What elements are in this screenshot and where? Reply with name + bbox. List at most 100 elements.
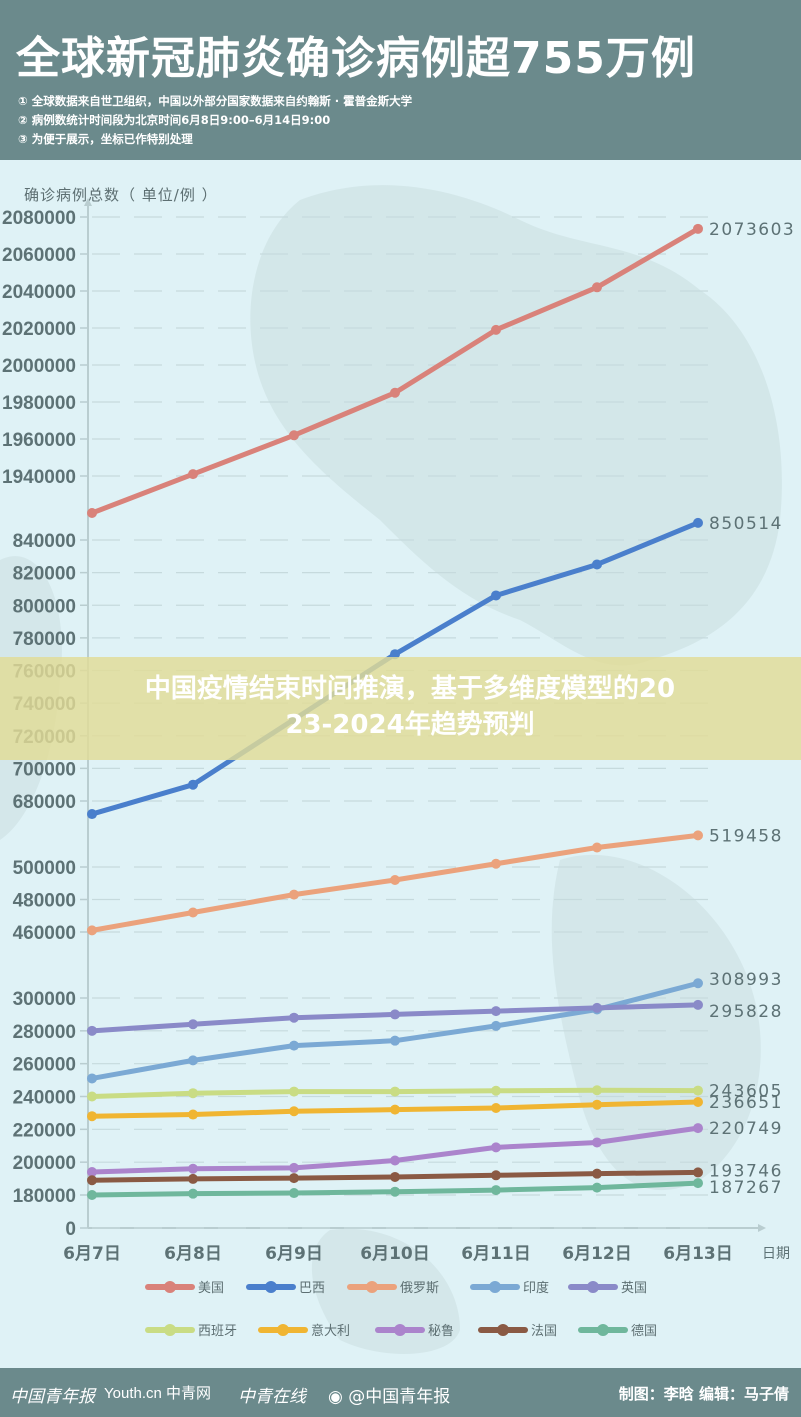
legend-swatch-icon [470, 1280, 520, 1293]
series-line [87, 223, 703, 518]
y-tick-label: 460000 [13, 923, 76, 944]
y-tick-label: 800000 [13, 596, 76, 617]
series-line [87, 1123, 703, 1178]
legend-label: 西班牙 [198, 1324, 238, 1339]
series-end-label: 220749 [709, 1119, 783, 1139]
weibo-icon: ◉ [328, 1387, 349, 1407]
y-tick-label: 480000 [13, 891, 76, 912]
legend-item[interactable]: 秘鲁 [375, 1320, 454, 1339]
legend-swatch-icon [258, 1323, 308, 1336]
legend-item[interactable]: 德国 [578, 1320, 657, 1339]
legend-swatch-icon [568, 1280, 618, 1293]
x-tick-label: 6月13日 [663, 1244, 733, 1264]
legend-label: 意大利 [311, 1324, 351, 1339]
weibo-text: @中国青年报 [348, 1387, 451, 1407]
series-end-label: 2073603 [709, 220, 795, 240]
legend-swatch-icon [347, 1280, 397, 1293]
logo-cyol: 中国青年报 [10, 1387, 95, 1407]
series-line [87, 1096, 703, 1122]
y-tick-label: 780000 [13, 629, 76, 650]
legend-swatch-icon [375, 1323, 425, 1336]
y-tick-label: 820000 [13, 564, 76, 585]
y-tick-label: 840000 [13, 531, 76, 552]
y-tick-label: 2060000 [2, 245, 76, 266]
y-tick-label: 2040000 [2, 282, 76, 303]
y-tick-label: 1980000 [2, 393, 76, 414]
credits: 制图：李晗 编辑：马子倩 [618, 1385, 789, 1403]
y-tick-label: 240000 [13, 1088, 76, 1109]
weibo-handle: ◉ @中国青年报 [328, 1382, 450, 1407]
legend-item[interactable]: 意大利 [258, 1320, 350, 1339]
series-line [87, 1167, 703, 1186]
y-tick-label: 220000 [13, 1120, 76, 1141]
x-tick-label: 6月9日 [265, 1244, 323, 1264]
series-end-label: 519458 [709, 826, 783, 846]
x-tick-label: 6月11日 [461, 1244, 531, 1264]
legend-item[interactable]: 印度 [470, 1277, 549, 1296]
x-tick-label: 6月7日 [63, 1244, 121, 1264]
note-2: ② 病例数统计时间段为北京时间6月8日9:00–6月14日9:00 [18, 113, 331, 127]
series-line [87, 1178, 703, 1200]
legend-item[interactable]: 巴西 [246, 1277, 325, 1296]
legend-swatch-icon [145, 1280, 195, 1293]
y-tick-label: 300000 [13, 989, 76, 1010]
series-end-label: 193746 [709, 1161, 783, 1181]
overlay-headline: 中国疫情结束时间推演，基于多维度模型的20 23-2024年趋势预判 [60, 671, 760, 743]
legend-label: 印度 [523, 1281, 550, 1296]
legend-label: 俄罗斯 [400, 1281, 440, 1296]
series-line [87, 999, 703, 1036]
legend-label: 德国 [631, 1324, 658, 1339]
series-end-label: 850514 [709, 514, 783, 534]
y-tick-label: 200000 [13, 1153, 76, 1174]
note-3: ③ 为便于展示，坐标已作特别处理 [18, 132, 193, 146]
x-tick-label: 6月8日 [164, 1244, 222, 1264]
legend-item[interactable]: 西班牙 [145, 1320, 237, 1339]
page-title: 全球新冠肺炎确诊病例超755万例 [16, 33, 696, 84]
notes: ① 全球数据来自世卫组织，中国以外部分国家数据来自约翰斯 · 霍普金斯大学 ② … [18, 92, 412, 149]
y-tick-label: 700000 [13, 759, 76, 780]
y-tick-label: 1940000 [2, 467, 76, 488]
logo-youth-cn: Youth.cn 中青网 [104, 1385, 211, 1402]
series-line [87, 830, 703, 936]
legend-item[interactable]: 俄罗斯 [347, 1277, 439, 1296]
legend-label: 巴西 [299, 1281, 326, 1296]
series-end-label: 243605 [709, 1082, 783, 1102]
y-tick-label: 1960000 [2, 430, 76, 451]
y-tick-label: 2080000 [2, 208, 76, 229]
y-tick-label: 500000 [13, 858, 76, 879]
legend-label: 英国 [621, 1281, 648, 1296]
overlay-line-2: 23-2024年趋势预判 [285, 710, 535, 740]
legend-swatch-icon [578, 1323, 628, 1336]
header-banner: 全球新冠肺炎确诊病例超755万例 ① 全球数据来自世卫组织，中国以外部分国家数据… [0, 0, 801, 160]
overlay-banner: 中国疫情结束时间推演，基于多维度模型的20 23-2024年趋势预判 [0, 657, 801, 760]
line-chart: 1940000196000019800002000000202000020400… [2, 198, 795, 1264]
series-line [87, 1085, 703, 1102]
series-end-label: 236651 [709, 1093, 783, 1113]
legend-label: 法国 [531, 1324, 558, 1339]
series-end-label: 295828 [709, 1002, 783, 1022]
legend-item[interactable]: 美国 [145, 1277, 224, 1296]
x-axis-title: 日期 [762, 1246, 790, 1262]
legend-item[interactable]: 英国 [568, 1277, 647, 1296]
legend-swatch-icon [246, 1280, 296, 1293]
y-axis-title: 确诊病例总数（ 单位/例 ） [24, 186, 218, 204]
logo-zhongqingzaixian: 中青在线 [238, 1387, 306, 1407]
legend-swatch-icon [478, 1323, 528, 1336]
series-end-label: 308993 [709, 970, 783, 990]
y-tick-label: 2020000 [2, 319, 76, 340]
y-tick-label: 260000 [13, 1055, 76, 1076]
x-tick-label: 6月10日 [360, 1244, 430, 1264]
y-tick-label: 2000000 [2, 356, 76, 377]
note-1: ① 全球数据来自世卫组织，中国以外部分国家数据来自约翰斯 · 霍普金斯大学 [18, 94, 413, 108]
series-end-label: 187267 [709, 1178, 783, 1198]
legend-item[interactable]: 法国 [478, 1320, 557, 1339]
overlay-line-1: 中国疫情结束时间推演，基于多维度模型的20 [144, 674, 676, 704]
y-tick-label: 180000 [13, 1186, 76, 1207]
y-tick-label: 280000 [13, 1022, 76, 1043]
legend-label: 秘鲁 [428, 1324, 455, 1339]
y-tick-label: 680000 [13, 792, 76, 813]
legend-swatch-icon [145, 1323, 195, 1336]
footer: 中国青年报 Youth.cn 中青网 中青在线 ◉ @中国青年报 制图：李晗 编… [0, 1368, 801, 1417]
x-tick-label: 6月12日 [562, 1244, 632, 1264]
y-tick-label: 0 [65, 1219, 76, 1240]
